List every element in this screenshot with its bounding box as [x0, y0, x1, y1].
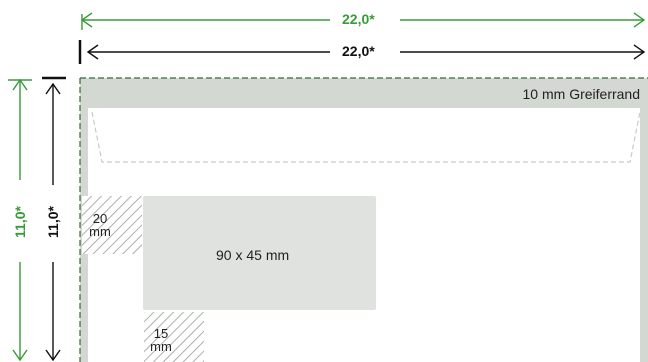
top-outer-dimension [80, 12, 646, 30]
left-outer-dimension [8, 78, 32, 362]
left-margin-label: 20 mm [86, 212, 114, 238]
address-window-label: 90 x 45 mm [216, 247, 290, 263]
bottom-margin-zone [144, 312, 204, 362]
left-margin-unit: mm [89, 224, 111, 239]
bottom-margin-unit: mm [150, 339, 172, 354]
left-outer-height-label: 11,0* [12, 206, 28, 238]
left-inner-dimension [42, 76, 66, 362]
top-inner-dimension [78, 40, 646, 64]
flap-outline [91, 111, 641, 163]
left-margin-zone [82, 196, 142, 254]
left-inner-height-label: 11,0* [45, 206, 61, 238]
top-outer-width-label: 22,0* [342, 11, 375, 27]
left-margin-value: 20 [92, 211, 108, 226]
bottom-margin-value: 15 [153, 326, 169, 341]
address-window [143, 196, 376, 310]
gripper-margin-label: 10 mm Greiferrand [522, 86, 640, 102]
bottom-margin-label: 15 mm [145, 327, 177, 353]
top-inner-width-label: 22,0* [342, 43, 375, 59]
